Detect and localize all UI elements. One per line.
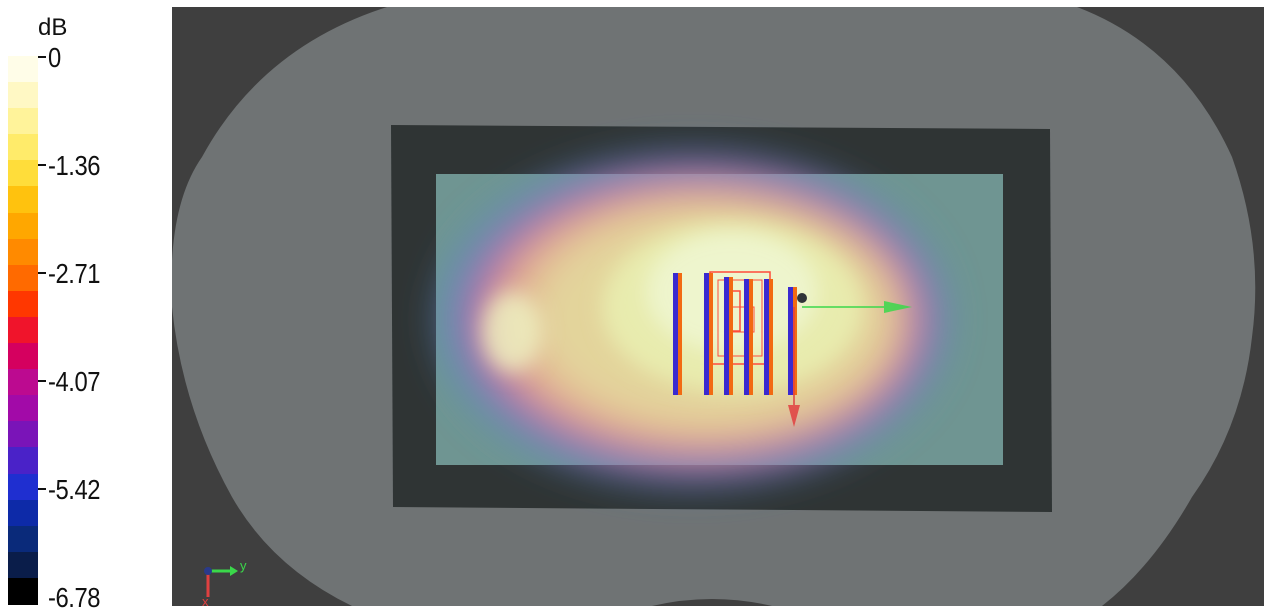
legend-unit: dB: [38, 14, 68, 41]
colorbar-segment: [8, 447, 38, 475]
axis-gizmo-arrows: [204, 566, 238, 597]
legend-tick-mark: [38, 164, 46, 166]
colorbar-segment: [8, 551, 38, 579]
colorbar-segment: [8, 525, 38, 553]
axis-x-label: x: [202, 594, 209, 606]
axis-y-label: y: [240, 558, 247, 573]
colorbar-segment: [8, 395, 38, 423]
colorbar-segment: [8, 56, 38, 83]
legend-tick-label: -6.78: [48, 582, 101, 613]
3d-viewport[interactable]: y x: [172, 7, 1264, 606]
colorbar-segment: [8, 134, 38, 162]
legend-tick-mark: [38, 380, 46, 382]
colorbar-segment: [8, 212, 38, 240]
colorbar-segment: [8, 82, 38, 110]
colorbar-segment: [8, 369, 38, 397]
colorbar-segment: [8, 264, 38, 292]
legend-tick-label: 0: [48, 42, 61, 73]
colorbar-segment: [8, 577, 38, 605]
colorbar-segment: [8, 238, 38, 266]
local-axis-arrows: [788, 293, 912, 427]
colorbar-gradient: [8, 56, 38, 605]
antenna-strips: [673, 273, 797, 395]
legend-tick-label: -5.42: [48, 474, 101, 505]
colorbar-segment: [8, 473, 38, 501]
axis-orientation-gizmo: y x: [200, 559, 260, 606]
colorbar-segment: [8, 421, 38, 449]
colorbar-segment: [8, 316, 38, 344]
legend-tick-label: -4.07: [48, 366, 101, 397]
legend-tick-mark: [38, 56, 46, 58]
colorbar-segment: [8, 160, 38, 188]
colorbar-segment: [8, 186, 38, 214]
colorbar-legend: dB 0 -1.36 -2.71 -4.07 -5.42 -6.78: [0, 0, 172, 612]
legend-tick-mark: [38, 272, 46, 274]
colorbar-segment: [8, 108, 38, 136]
colorbar-segment: [8, 290, 38, 318]
colorbar-segment: [8, 343, 38, 371]
legend-tick-label: -1.36: [48, 150, 101, 181]
legend-tick-label: -2.71: [48, 258, 101, 289]
legend-tick-mark: [38, 488, 46, 490]
colorbar-segment: [8, 499, 38, 527]
field-scene: [172, 7, 1256, 606]
